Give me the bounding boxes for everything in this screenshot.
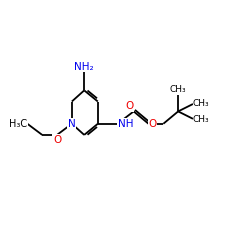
Text: O: O <box>53 135 61 145</box>
Text: O: O <box>148 119 157 129</box>
Text: O: O <box>126 102 134 112</box>
Text: CH₃: CH₃ <box>193 99 210 108</box>
Text: N: N <box>68 119 76 129</box>
Text: NH₂: NH₂ <box>74 62 94 72</box>
Text: NH: NH <box>118 119 133 129</box>
Text: H₃C: H₃C <box>9 119 27 129</box>
Text: CH₃: CH₃ <box>193 115 210 124</box>
Text: CH₃: CH₃ <box>170 85 186 94</box>
